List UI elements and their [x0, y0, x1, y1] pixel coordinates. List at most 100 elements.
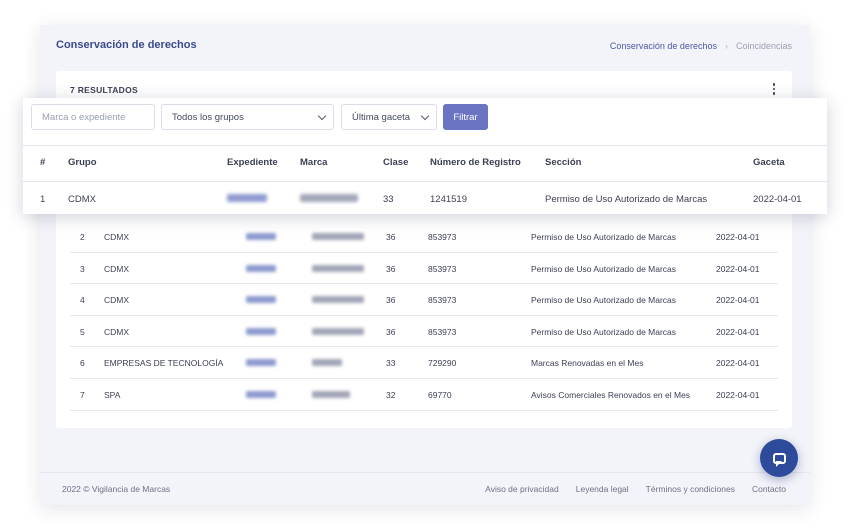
footer-link-contact[interactable]: Contacto — [751, 484, 786, 494]
row-expediente-redacted — [246, 327, 276, 337]
row-registro: 853973 — [428, 263, 457, 274]
col-header-expediente[interactable]: Expediente — [227, 157, 278, 168]
row-number: 5 — [80, 326, 85, 337]
row-expediente-redacted — [227, 194, 267, 205]
row-seccion: Permiso de Uso Autorizado de Marcas — [531, 326, 677, 337]
row-marca-redacted — [312, 264, 364, 274]
row-number: 1 — [40, 194, 46, 205]
row-number: 3 — [80, 263, 85, 274]
row-expediente-redacted — [246, 295, 276, 305]
footer-link-terms[interactable]: Términos y condiciones — [645, 484, 735, 494]
divider — [23, 145, 827, 146]
row-expediente-redacted — [246, 232, 276, 242]
table-row: 3 CDMX 36 853973 Permiso de Uso Autoriza… — [70, 253, 778, 285]
table-row: 2 CDMX 36 853973 Permiso de Uso Autoriza… — [70, 221, 778, 253]
row-gaceta: 2022-04-01 — [716, 389, 760, 400]
top-bar: Conservación de derechos Conservación de… — [40, 25, 810, 67]
row-seccion: Avisos Comerciales Renovados en el Mes — [531, 389, 691, 400]
results-count: 7 RESULTADOS — [70, 85, 138, 95]
row-number: 2 — [80, 232, 85, 242]
row-seccion: Permiso de Uso Autorizado de Marcas — [531, 232, 677, 242]
group-select-value: Todos los grupos — [172, 111, 244, 123]
row-marca-redacted — [312, 358, 342, 368]
table-row: 7 SPA 32 69770 Avisos Comerciales Renova… — [70, 379, 778, 411]
row-clase: 33 — [383, 194, 394, 205]
gazette-select-value: Última gaceta — [352, 111, 411, 123]
col-header-gaceta[interactable]: Gaceta — [753, 157, 785, 168]
row-grupo: SPA — [104, 389, 121, 400]
breadcrumb: Conservación de derechos › Coincidencias — [610, 41, 792, 51]
row-registro: 853973 — [428, 326, 457, 337]
chat-button[interactable] — [760, 439, 798, 477]
row-marca-redacted — [312, 232, 364, 242]
breadcrumb-link-conservacion[interactable]: Conservación de derechos — [609, 41, 717, 51]
row-gaceta: 2022-04-01 — [753, 194, 802, 205]
row-registro: 1241519 — [430, 194, 467, 205]
app-window: Conservación de derechos Conservación de… — [40, 25, 810, 505]
row-registro: 729290 — [428, 358, 457, 369]
chat-icon — [772, 452, 786, 467]
row-grupo: CDMX — [68, 194, 96, 205]
row-clase: 32 — [386, 389, 396, 400]
row-clase: 36 — [386, 295, 396, 306]
row-grupo: EMPRESAS DE TECNOLOGÍA — [104, 358, 224, 369]
row-seccion: Permiso de Uso Autorizado de Marcas — [531, 295, 677, 306]
footer: 2022 © Vigilancia de Marcas Aviso de pri… — [40, 472, 810, 502]
filter-button[interactable]: Filtrar — [443, 104, 488, 130]
table-row: 4 CDMX 36 853973 Permiso de Uso Autoriza… — [70, 284, 778, 316]
row-gaceta: 2022-04-01 — [716, 358, 760, 369]
row-registro: 69770 — [428, 389, 452, 400]
row-expediente-redacted — [246, 390, 276, 400]
row-marca-redacted — [312, 295, 364, 305]
row-grupo: CDMX — [104, 295, 130, 306]
footer-link-legal[interactable]: Leyenda legal — [575, 484, 629, 494]
row-expediente-redacted — [246, 264, 276, 274]
row-clase: 36 — [386, 263, 396, 274]
row-registro: 853973 — [428, 295, 457, 306]
row-clase: 36 — [386, 232, 396, 242]
more-vertical-icon[interactable] — [770, 82, 778, 96]
col-header-marca[interactable]: Marca — [300, 157, 328, 168]
copyright: 2022 © Vigilancia de Marcas — [62, 484, 171, 494]
row-grupo: CDMX — [104, 326, 130, 337]
gazette-select[interactable]: Última gaceta — [341, 104, 437, 130]
row-gaceta: 2022-04-01 — [716, 326, 760, 337]
table-row: 6 EMPRESAS DE TECNOLOGÍA 33 729290 Marca… — [70, 347, 778, 379]
zoomed-filter-and-header-panel: Marca o expediente Todos los grupos Últi… — [23, 98, 827, 214]
row-gaceta: 2022-04-01 — [716, 295, 760, 306]
col-header-number[interactable]: # — [40, 157, 46, 168]
footer-link-privacy[interactable]: Aviso de privacidad — [485, 484, 559, 494]
row-number: 4 — [80, 295, 85, 306]
row-grupo: CDMX — [104, 263, 130, 274]
table-row: 5 CDMX 36 853973 Permiso de Uso Autoriza… — [70, 316, 778, 348]
row-seccion: Permiso de Uso Autorizado de Marcas — [545, 194, 708, 205]
group-select[interactable]: Todos los grupos — [161, 104, 334, 130]
row-gaceta: 2022-04-01 — [716, 232, 760, 242]
page-title: Conservación de derechos — [56, 39, 197, 51]
row-clase: 33 — [386, 358, 396, 369]
table-body: 2 CDMX 36 853973 Permiso de Uso Autoriza… — [70, 221, 778, 411]
divider — [23, 181, 827, 182]
chevron-down-icon — [420, 111, 430, 121]
row-expediente-redacted — [246, 358, 276, 368]
row-number: 6 — [80, 358, 85, 369]
chevron-down-icon — [317, 111, 327, 121]
row-number: 7 — [80, 389, 85, 400]
row-registro: 853973 — [428, 232, 457, 242]
row-marca-redacted — [300, 194, 358, 205]
col-header-registro[interactable]: Número de Registro — [430, 157, 521, 168]
search-input[interactable]: Marca o expediente — [31, 104, 155, 130]
col-header-seccion[interactable]: Sección — [545, 157, 582, 168]
chevron-right-icon: › — [724, 41, 728, 51]
row-clase: 36 — [386, 326, 396, 337]
breadcrumb-current: Coincidencias — [735, 41, 792, 51]
footer-links: Aviso de privacidad Leyenda legal Términ… — [485, 484, 786, 494]
row-seccion: Marcas Renovadas en el Mes — [531, 358, 644, 369]
col-header-clase[interactable]: Clase — [383, 157, 409, 168]
row-grupo: CDMX — [104, 232, 130, 242]
row-gaceta: 2022-04-01 — [716, 263, 760, 274]
row-seccion: Permiso de Uso Autorizado de Marcas — [531, 263, 677, 274]
row-marca-redacted — [312, 390, 350, 400]
col-header-grupo[interactable]: Grupo — [68, 157, 97, 168]
row-marca-redacted — [312, 327, 364, 337]
